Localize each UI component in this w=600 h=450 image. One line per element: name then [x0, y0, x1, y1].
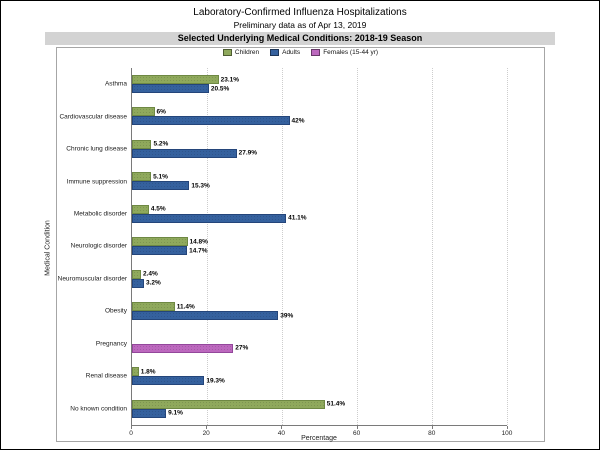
gridline-20 — [207, 68, 208, 425]
legend-label: Adults — [282, 49, 301, 56]
bar-children-immune-suppression: 5.1% — [132, 172, 168, 182]
legend-label: Children — [234, 49, 260, 56]
bar-adults-obesity: 39% — [132, 311, 293, 321]
bar-children-renal-disease: 1.8% — [132, 367, 156, 377]
category-label-pregnancy: Pregnancy — [95, 340, 127, 348]
category-label-neurologic-disorder: Neurologic disorder — [70, 242, 127, 250]
bar-value-label: 20.5% — [210, 85, 230, 92]
gridline-100 — [507, 68, 508, 425]
bar-value-label: 11.4% — [176, 303, 195, 311]
bar-adults-chronic-lung-disease: 27.9% — [132, 148, 257, 158]
x-tick-label-80: 80 — [428, 430, 436, 437]
x-tick-mark-80 — [431, 426, 433, 429]
bar-value-label: 14.8% — [189, 238, 208, 246]
category-label-neuromuscular-disorder: Neuromuscular disorder — [57, 275, 127, 283]
x-axis-ticks: 0 20 40 60 80 100 — [129, 426, 512, 440]
bar-adults-neuromuscular-disorder: 3.2% — [132, 278, 161, 288]
category-label-chronic-lung-disease: Chronic lung disease — [66, 145, 127, 153]
plot-area: Asthma 23.1% 20.5% Cardiovascular disease 6%… — [58, 68, 508, 426]
bar-value-label: 27.9% — [238, 149, 258, 157]
row-asthma: Asthma 23.1% 20.5% — [105, 68, 507, 100]
row-cardiovascular-disease: Cardiovascular disease 6% 42% — [59, 100, 507, 132]
row-neurologic-disorder: Neurologic disorder 14.8% 14.7% — [71, 230, 507, 262]
bar-value-label: 39% — [280, 312, 294, 320]
row-renal-disease: Renal disease 1.8% 19.3% — [86, 360, 507, 392]
row-metabolic-disorder: Metabolic disorder 4.5% 41.1% — [74, 198, 507, 230]
chart-legend: Children Adults Females (15-44 yr) — [56, 49, 545, 56]
bar-adults-renal-disease: 19.3% — [132, 376, 225, 386]
bar-value-label: 14.7% — [189, 247, 208, 255]
bar-value-label: 51.4% — [326, 400, 346, 408]
bar-adults-cardiovascular-disease: 42% — [132, 116, 305, 126]
bar-children-cardiovascular-disease: 6% — [132, 107, 166, 117]
row-obesity: Obesity 11.4% 39% — [105, 295, 507, 327]
x-tick-label-60: 60 — [352, 430, 361, 437]
legend-swatch-females-15-44-yr — [311, 49, 321, 56]
legend-swatch-children — [222, 49, 232, 56]
gridline-80 — [432, 68, 433, 425]
bar-value-label: 19.3% — [206, 377, 225, 385]
category-label-cardiovascular-disease: Cardiovascular disease — [59, 113, 127, 121]
row-chronic-lung-disease: Chronic lung disease 5.2% 27.9% — [66, 133, 507, 165]
bar-adults-neurologic-disorder: 14.7% — [132, 246, 208, 256]
category-label-renal-disease: Renal disease — [85, 372, 127, 380]
gridline-40 — [282, 68, 283, 425]
x-tick-mark-60 — [356, 426, 358, 429]
bar-children-chronic-lung-disease: 5.2% — [132, 139, 168, 149]
bar-value-label: 5.1% — [153, 173, 168, 181]
bar-value-label: 1.8% — [140, 368, 156, 376]
legend-item-children: Children — [222, 49, 260, 56]
bar-children-neuromuscular-disorder: 2.4% — [132, 269, 158, 279]
category-label-obesity: Obesity — [104, 307, 127, 315]
bar-value-label: 27% — [235, 344, 249, 352]
bar-adults-immune-suppression: 15.3% — [132, 181, 210, 191]
bar-value-label: 5.2% — [153, 140, 169, 148]
x-tick-label-100: 100 — [501, 430, 513, 437]
chart-subtitle: Preliminary data as of Apr 13, 2019 — [233, 20, 367, 30]
bar-females-15-44-yr-pregnancy: 27% — [132, 343, 248, 353]
row-pregnancy: Pregnancy 27% — [96, 328, 507, 360]
chart-title: Laboratory-Confirmed Influenza Hospitali… — [193, 7, 407, 18]
bar-value-label: 41.1% — [288, 214, 307, 222]
row-immune-suppression: Immune suppression 5.1% 15.3% — [67, 165, 507, 197]
bar-value-label: 15.3% — [191, 182, 210, 190]
x-axis-label: Percentage — [301, 435, 337, 442]
category-label-immune-suppression: Immune suppression — [66, 178, 127, 186]
bar-adults-no-known-condition: 9.1% — [132, 408, 183, 418]
row-no-known-condition: No known condition 51.4% 9.1% — [70, 393, 507, 425]
x-tick-label-0: 0 — [129, 430, 133, 437]
bar-value-label: 23.1% — [220, 76, 240, 83]
bar-children-obesity: 11.4% — [132, 302, 195, 312]
category-label-no-known-condition: No known condition — [70, 405, 127, 413]
x-tick-mark-40 — [281, 426, 283, 429]
bar-adults-metabolic-disorder: 41.1% — [132, 213, 307, 223]
bar-children-asthma: 23.1% — [132, 75, 239, 84]
legend-swatch-adults — [270, 49, 280, 56]
bar-children-no-known-condition: 51.4% — [132, 399, 345, 409]
bar-adults-asthma: 20.5% — [132, 84, 229, 93]
row-neuromuscular-disorder: Neuromuscular disorder 2.4% 3.2% — [58, 263, 507, 295]
x-tick-mark-100 — [507, 426, 508, 429]
x-tick-mark-20 — [206, 426, 208, 429]
legend-item-females-15-44-yr: Females (15-44 yr) — [311, 49, 378, 56]
section-header: Selected Underlying Medical Conditions: … — [45, 32, 555, 45]
legend-label: Females (15-44 yr) — [323, 49, 379, 56]
bar-children-metabolic-disorder: 4.5% — [132, 204, 166, 214]
x-tick-label-40: 40 — [277, 430, 286, 437]
bar-value-label: 42% — [291, 117, 305, 125]
x-tick-label-20: 20 — [202, 430, 210, 437]
y-axis-label: Medical Condition — [44, 220, 52, 276]
bar-value-label: 9.1% — [168, 409, 183, 417]
legend-item-adults: Adults — [270, 49, 300, 56]
x-tick-mark-0 — [131, 426, 132, 429]
bar-children-neurologic-disorder: 14.8% — [132, 237, 208, 247]
bar-value-label: 3.2% — [146, 279, 161, 287]
category-label-metabolic-disorder: Metabolic disorder — [73, 210, 127, 218]
gridline-60 — [357, 68, 358, 425]
bar-value-label: 4.5% — [150, 205, 166, 213]
category-label-asthma: Asthma — [104, 80, 127, 88]
bar-value-label: 6% — [156, 108, 166, 116]
bar-value-label: 2.4% — [143, 270, 158, 278]
